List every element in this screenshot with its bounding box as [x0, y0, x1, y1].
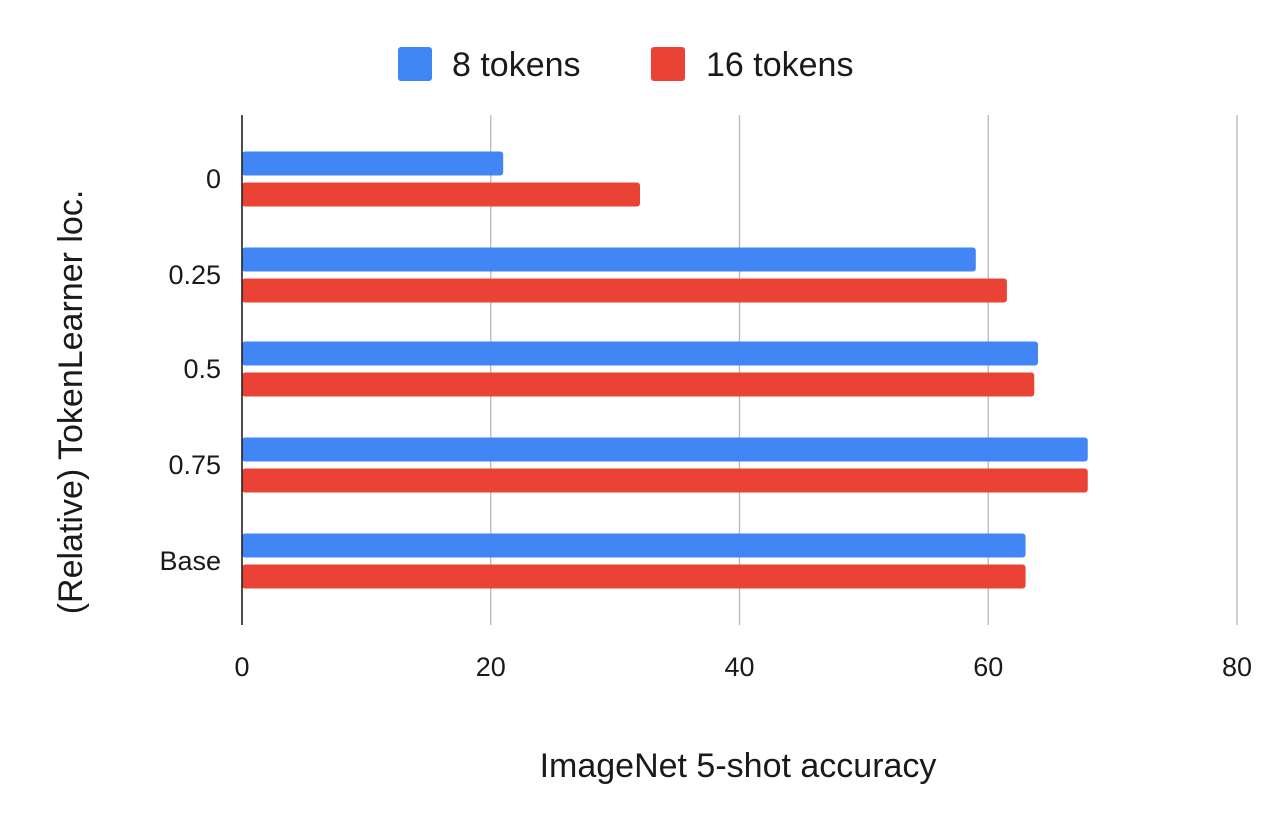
legend-swatch: [398, 47, 432, 81]
y-tick-label: 0.75: [168, 450, 221, 480]
x-axis-title: ImageNet 5-shot accuracy: [540, 747, 937, 785]
bar-series-2-0.25: [242, 278, 1007, 303]
bar-series-2-0.5: [242, 372, 1035, 397]
y-axis-title: (Relative) TokenLearner loc.: [52, 190, 90, 615]
y-tick-label: 0.25: [168, 260, 221, 290]
bar-series-2-0: [242, 182, 640, 207]
bar-series-1-0.5: [242, 341, 1038, 366]
x-tick-label: 40: [724, 652, 754, 682]
x-tick-label: 80: [1222, 652, 1252, 682]
bar-series-2-Base: [242, 564, 1026, 589]
x-tick-label: 60: [973, 652, 1003, 682]
legend: 8 tokens 16 tokens: [398, 46, 853, 84]
bar-series-1-Base: [242, 533, 1026, 558]
bar-series-2-0.75: [242, 468, 1088, 493]
bar-series-1-0.75: [242, 437, 1088, 462]
axes: 0 20 40 60 80 0 0.25 0.5 0.75 Base: [159, 115, 1252, 682]
legend-label: 16 tokens: [706, 46, 853, 84]
legend-label: 8 tokens: [452, 46, 581, 84]
legend-swatch: [651, 47, 685, 81]
x-tick-label: 20: [476, 652, 506, 682]
y-tick-label: 0: [206, 164, 221, 194]
y-tick-label: 0.5: [183, 354, 221, 384]
y-tick-label: Base: [159, 546, 221, 576]
x-tick-label: 0: [234, 652, 249, 682]
bar-series-1-0.25: [242, 247, 976, 272]
bar-series-1-0: [242, 151, 504, 176]
bars: [242, 151, 1088, 589]
